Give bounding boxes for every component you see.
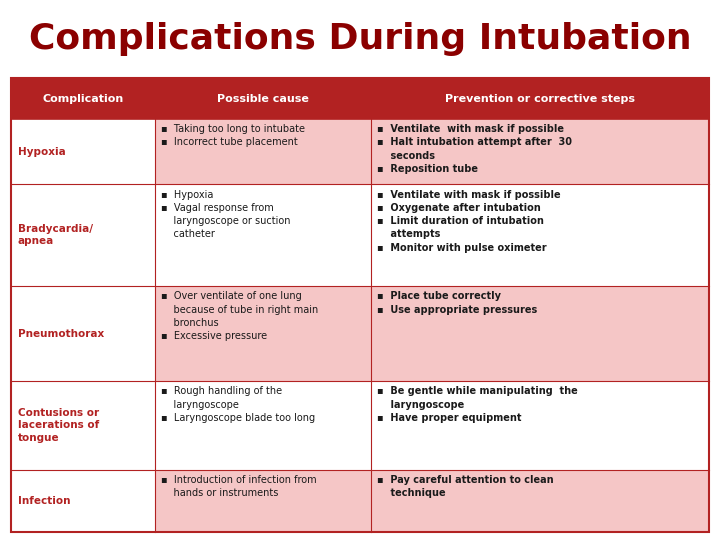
Text: ▪  Hypoxia
▪  Vagal response from
    laryngoscope or suction
    catheter: ▪ Hypoxia ▪ Vagal response from laryngos…: [161, 190, 290, 239]
Text: ▪  Place tube correctly
▪  Use appropriate pressures: ▪ Place tube correctly ▪ Use appropriate…: [377, 292, 537, 315]
Bar: [11, 286, 155, 381]
Text: ▪  Rough handling of the
    laryngoscope
▪  Laryngoscope blade too long: ▪ Rough handling of the laryngoscope ▪ L…: [161, 387, 315, 423]
Bar: [155, 470, 371, 532]
Bar: [371, 119, 709, 184]
Bar: [155, 184, 371, 286]
Bar: [155, 381, 371, 470]
Text: Complication: Complication: [42, 93, 123, 104]
Text: ▪  Taking too long to intubate
▪  Incorrect tube placement: ▪ Taking too long to intubate ▪ Incorrec…: [161, 124, 305, 147]
Bar: [11, 78, 709, 532]
Text: Possible cause: Possible cause: [217, 93, 309, 104]
Text: ▪  Ventilate  with mask if possible
▪  Halt intubation attempt after  30
    sec: ▪ Ventilate with mask if possible ▪ Halt…: [377, 124, 572, 174]
Bar: [371, 184, 709, 286]
Text: Infection: Infection: [18, 496, 71, 506]
Text: ▪  Be gentle while manipulating  the
    laryngoscope
▪  Have proper equipment: ▪ Be gentle while manipulating the laryn…: [377, 387, 577, 423]
Bar: [11, 470, 155, 532]
Text: ▪  Over ventilate of one lung
    because of tube in right main
    bronchus
▪  : ▪ Over ventilate of one lung because of …: [161, 292, 318, 341]
Text: ▪  Introduction of infection from
    hands or instruments: ▪ Introduction of infection from hands o…: [161, 475, 316, 498]
Text: Prevention or corrective steps: Prevention or corrective steps: [445, 93, 635, 104]
Text: ▪  Pay careful attention to clean
    technique: ▪ Pay careful attention to clean techniq…: [377, 475, 553, 498]
Bar: [155, 286, 371, 381]
Bar: [11, 381, 155, 470]
Bar: [371, 470, 709, 532]
Bar: [11, 184, 155, 286]
Text: Complications During Intubation: Complications During Intubation: [29, 22, 691, 56]
Text: Bradycardia/
apnea: Bradycardia/ apnea: [18, 224, 93, 246]
Bar: [11, 119, 155, 184]
Text: Contusions or
lacerations of
tongue: Contusions or lacerations of tongue: [18, 408, 99, 443]
Bar: [11, 78, 709, 119]
Text: ▪  Ventilate with mask if possible
▪  Oxygenate after intubation
▪  Limit durati: ▪ Ventilate with mask if possible ▪ Oxyg…: [377, 190, 560, 253]
Text: Hypoxia: Hypoxia: [18, 146, 66, 157]
Bar: [371, 381, 709, 470]
Bar: [371, 286, 709, 381]
Text: Pneumothorax: Pneumothorax: [18, 328, 104, 339]
Bar: [155, 119, 371, 184]
